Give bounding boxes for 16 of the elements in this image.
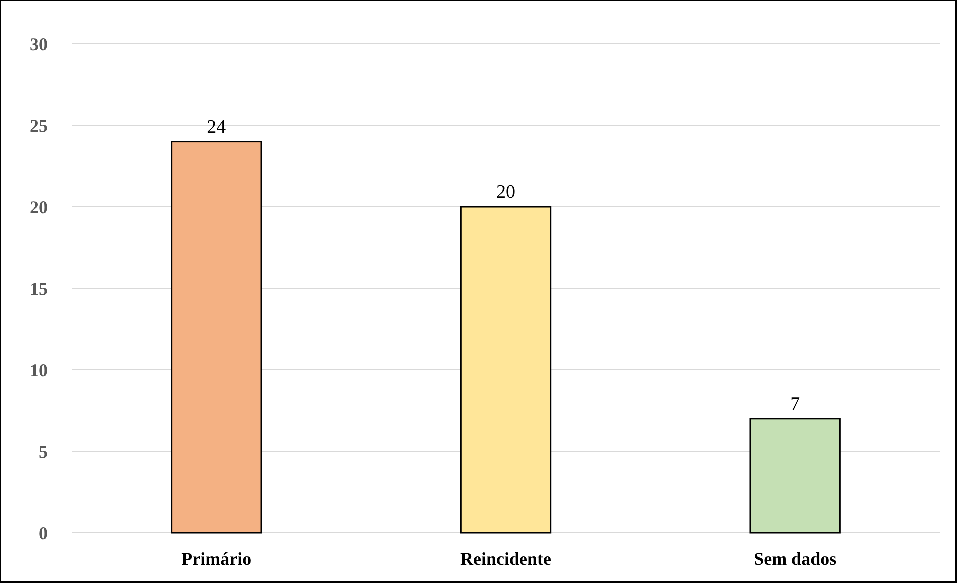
y-tick-label: 10 [30, 360, 48, 380]
x-tick-label: Primário [182, 549, 252, 569]
x-tick-label: Reincidente [460, 549, 552, 569]
bar [750, 418, 841, 534]
y-tick-label: 25 [30, 116, 48, 136]
bar [171, 141, 262, 534]
x-tick-label: Sem dados [754, 549, 837, 569]
bar [460, 206, 552, 534]
y-tick-label: 5 [39, 442, 48, 462]
data-label: 24 [207, 116, 227, 138]
data-label: 7 [790, 394, 800, 415]
y-tick-label: 15 [30, 278, 48, 299]
y-tick-label: 0 [39, 523, 48, 544]
y-tick-label: 20 [30, 197, 48, 218]
data-label: 20 [496, 182, 516, 203]
y-tick-label: 30 [30, 34, 48, 54]
